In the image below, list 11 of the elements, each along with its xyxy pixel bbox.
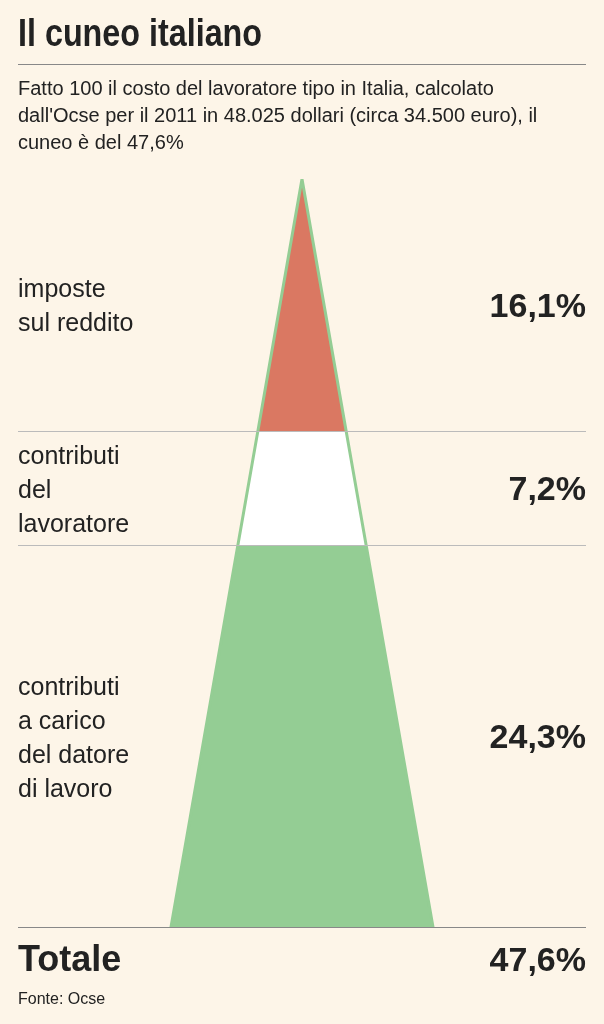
category-label: contributi del lavoratore bbox=[18, 439, 131, 539]
category-label: contributi a carico del datore di lavoro bbox=[18, 670, 131, 804]
data-label: 24,3% bbox=[489, 717, 586, 757]
data-label: 16,1% bbox=[489, 285, 586, 325]
text: Fatto 100 il costo del lavoratore tipo in Italia, calcolato dall'Ocse per il 2011 in 48.025 dollari (circa 34.500 euro), il cuneo è del 47,6% bbox=[17, 76, 539, 155]
text: Il cuneo italiano bbox=[18, 11, 264, 56]
source-note: Fonte: Ocse bbox=[18, 990, 107, 1008]
text: 47,6% bbox=[489, 939, 586, 978]
category-label: imposte sul reddito bbox=[18, 273, 135, 339]
data-label: 7,2% bbox=[508, 469, 586, 509]
text: Totale bbox=[18, 938, 122, 980]
